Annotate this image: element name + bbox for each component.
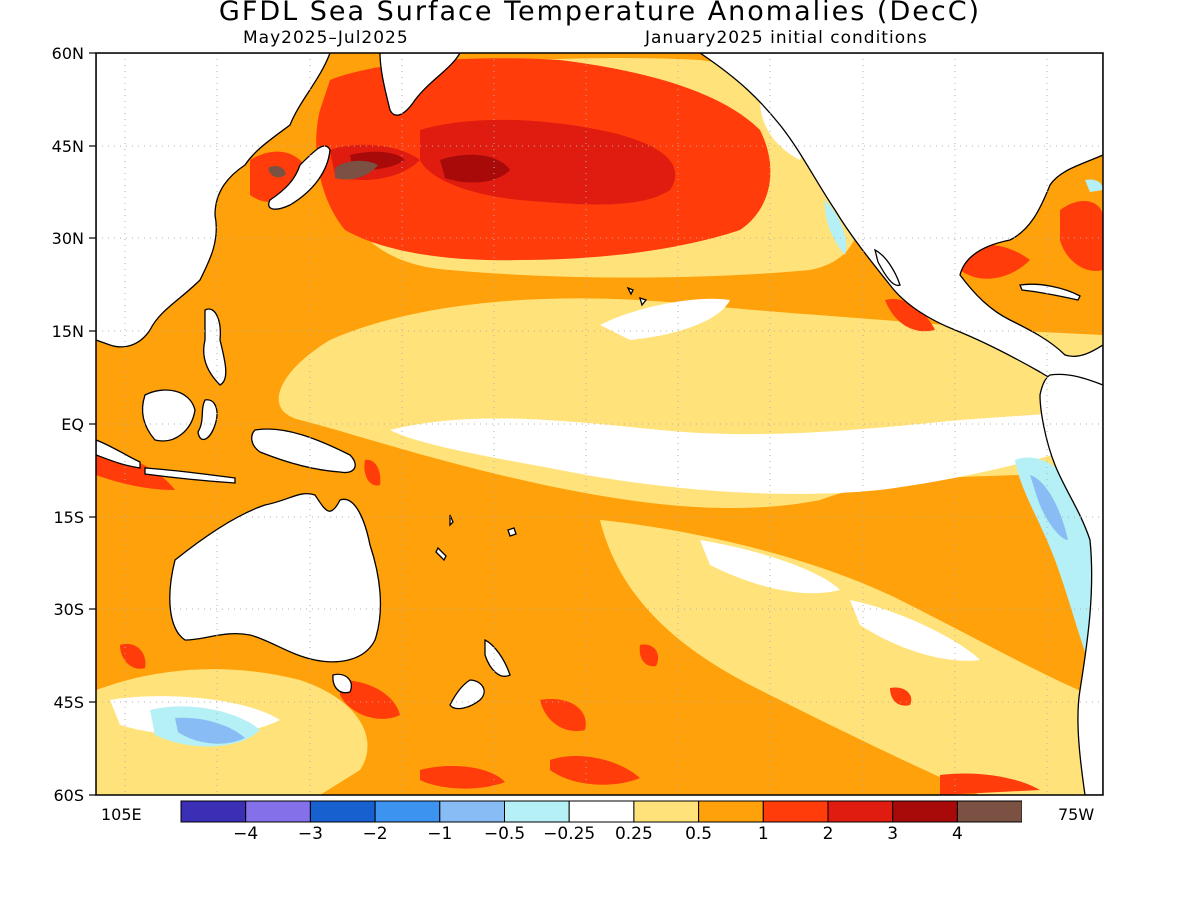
colorbar-swatch [762,800,829,823]
colorbar-tick-label: −2 [362,824,388,844]
colorbar-swatch [892,800,958,823]
colorbar-tick-label: 2 [822,824,834,844]
colorbar-tick-label: 0.25 [614,824,653,844]
colorbar-swatch [439,800,505,823]
land-new-zealand-south [449,679,485,710]
land-tasmania [332,673,352,694]
land-hawaii [626,286,634,296]
lat-label-15s: 15S [53,508,84,527]
anomaly-zone-warm [1060,200,1103,271]
anomaly-zone-light [600,520,1103,795]
lat-label-30n: 30N [51,229,84,248]
land-masses [96,53,1103,795]
colorbar-tick-label: −0.25 [543,824,596,844]
anomaly-zone-strong [420,119,676,205]
land-kamchatka [379,53,461,116]
lat-label-60s: 60S [53,786,84,805]
anomaly-zone-warm [540,699,586,732]
lon-label-east: 75W [1058,805,1095,824]
lat-label-45s: 45S [53,693,84,712]
colorbar-tick-label: 3 [887,824,899,844]
land-cuba [1019,283,1081,301]
colorbar [180,800,1022,823]
colorbar-tick-label: 4 [951,824,963,844]
land-new-caledonia [435,546,447,562]
anomaly-zone-neutral [760,100,803,160]
land-fiji [507,527,517,537]
colorbar-swatch [180,800,247,823]
colorbar-swatch [956,800,1022,823]
land-sumatra [96,439,141,469]
anomaly-zone-neutral [850,600,980,661]
anomaly-zone-warm [885,299,935,332]
lat-label-30s: 30S [53,600,84,619]
anomaly-zone-extreme [268,166,286,178]
anomaly-zone-warm [639,644,659,667]
colorbar-tick-label: −0.5 [483,824,526,844]
anomaly-zone-cool [1030,475,1068,540]
lon-label-west: 105E [101,805,142,824]
colorbar-swatch [309,800,376,823]
anomaly-zone-extreme [335,160,378,180]
lat-ticks [89,52,96,796]
initial-conditions-label: January2025 initial conditions [645,28,928,48]
lat-label-45n: 45N [51,137,84,156]
anomaly-zone-cool [175,717,245,744]
anomaly-zone-warm [364,459,381,486]
chart-title: GFDL Sea Surface Temperature Anomalies (… [218,0,982,27]
colorbar-swatch [633,800,700,823]
anomaly-zone-cool [1085,179,1103,192]
colorbar-swatch [245,800,311,823]
anomaly-zone-warm [940,773,1040,795]
lat-label-eq: EQ [61,415,84,434]
land-baja [874,248,901,287]
colorbar-tick-label: −4 [233,824,259,844]
anomaly-zone-warm [340,680,400,719]
colorbar-swatch [698,800,764,823]
anomaly-zone-warm [120,643,146,669]
colorbar-swatch [374,800,441,823]
anomaly-zone-neutral [600,298,730,340]
colorbar-tick-label: 0.5 [685,824,713,844]
land-australia [169,493,382,663]
land-new-guinea [251,428,356,474]
lat-label-15n: 15N [51,322,84,341]
land-hawaii [639,296,648,307]
forecast-period: May2025–Jul2025 [243,28,409,48]
land-philippines [203,308,227,386]
colorbar-tick-label: −1 [427,824,453,844]
anomaly-zone-warm [550,756,640,785]
anomaly-zone-warm [420,766,505,789]
anomaly-zone-neutral [390,410,1103,494]
colorbar-tick-label: −3 [297,824,323,844]
land-borneo [141,389,196,442]
land-java [144,467,236,484]
colorbar-swatch [827,800,894,823]
land-sulawesi [197,399,218,441]
colorbar-tick-label: 1 [757,824,769,844]
anomaly-zone-neutral [700,540,840,594]
land-asia [96,53,331,348]
anomaly-zone-cool [824,200,847,255]
anomaly-zone-warm [960,244,1030,279]
graticule [96,53,1103,795]
anomaly-zone-warm [890,687,912,706]
colorbar-swatch [568,800,635,823]
lat-label-60n: 60N [51,44,84,63]
colorbar-swatch [504,800,570,823]
anomaly-zone-severe [440,154,510,183]
